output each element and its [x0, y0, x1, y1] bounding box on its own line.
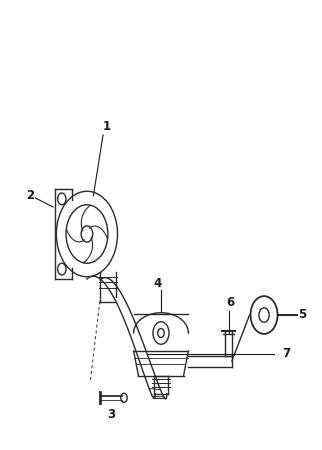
Text: 7: 7	[282, 347, 291, 360]
Text: 4: 4	[154, 277, 162, 290]
Text: 2: 2	[26, 189, 35, 202]
Text: 3: 3	[107, 408, 115, 420]
Text: 6: 6	[226, 296, 234, 309]
Text: 1: 1	[102, 120, 110, 132]
Text: 5: 5	[298, 309, 306, 321]
